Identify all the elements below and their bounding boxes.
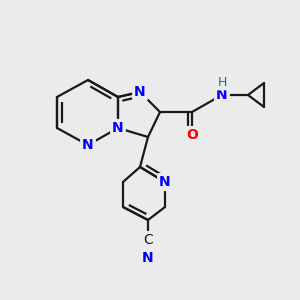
Text: N: N bbox=[142, 251, 154, 265]
Text: N: N bbox=[216, 88, 228, 102]
Text: N: N bbox=[82, 138, 94, 152]
Text: N: N bbox=[159, 175, 171, 189]
Text: N: N bbox=[134, 85, 146, 99]
Text: C: C bbox=[143, 233, 153, 247]
Text: O: O bbox=[186, 128, 198, 142]
Text: N: N bbox=[112, 121, 124, 135]
Text: H: H bbox=[217, 76, 227, 88]
